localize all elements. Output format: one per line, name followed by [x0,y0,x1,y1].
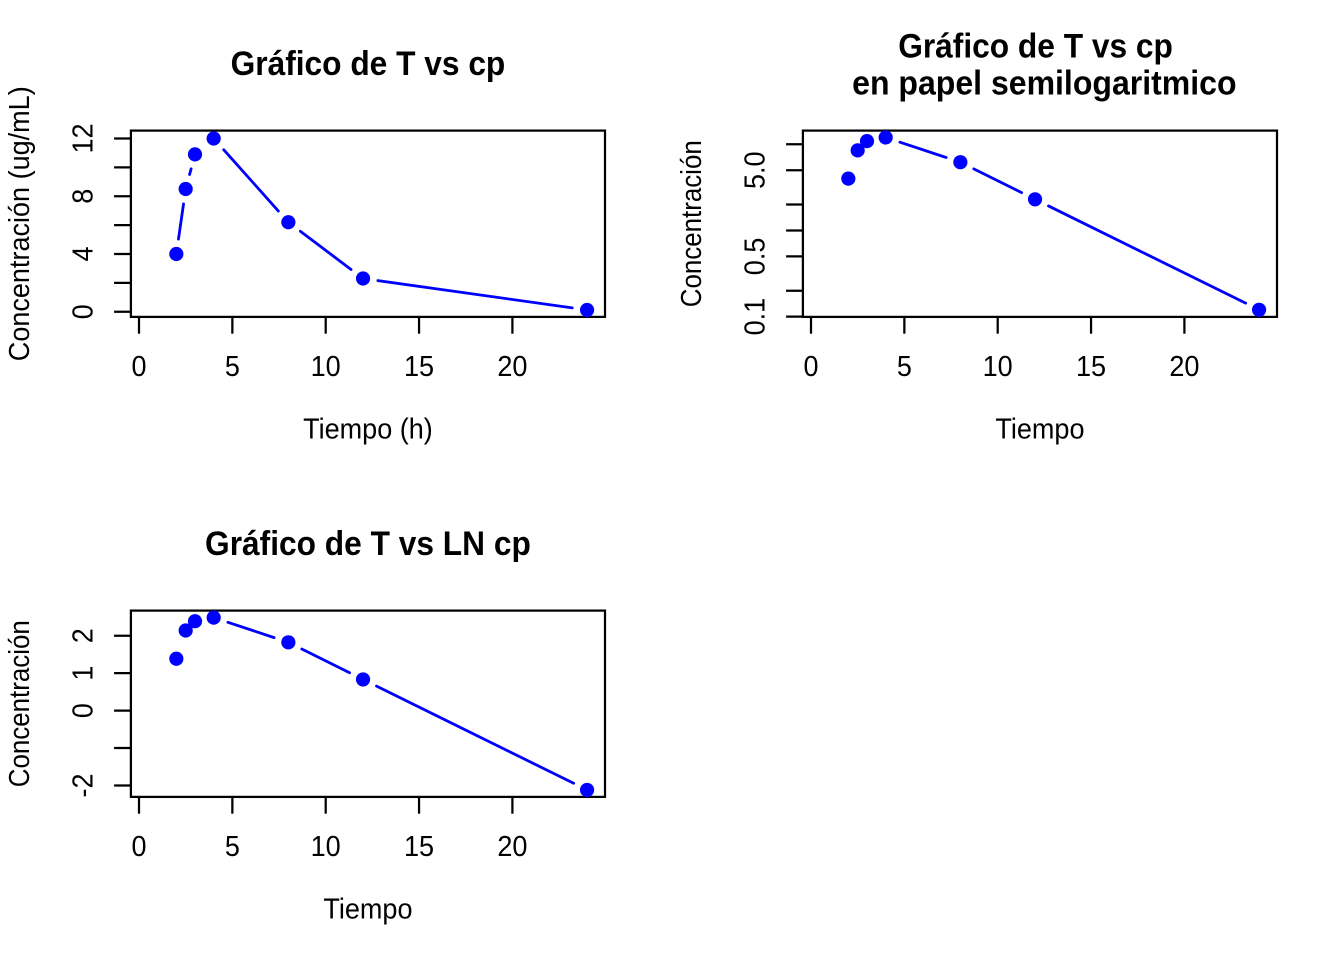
svg-text:5: 5 [225,831,240,863]
svg-text:Concentración (ug/mL): Concentración (ug/mL) [4,86,36,361]
svg-text:10: 10 [311,831,341,863]
svg-text:5: 5 [897,351,912,383]
svg-text:Tiempo: Tiempo [323,894,412,926]
svg-text:Gráfico de T vs cp: Gráfico de T vs cp [231,45,506,83]
svg-text:0: 0 [804,351,819,383]
svg-text:15: 15 [404,831,434,863]
svg-text:0: 0 [67,703,99,718]
svg-text:0.1: 0.1 [739,298,771,336]
svg-text:20: 20 [497,351,527,383]
svg-text:20: 20 [1169,351,1199,383]
svg-text:8: 8 [67,189,99,204]
svg-text:1: 1 [67,666,99,681]
svg-text:15: 15 [404,351,434,383]
svg-text:Concentración: Concentración [4,620,36,787]
svg-text:2: 2 [67,628,99,643]
svg-text:Gráfico de T vs LN cp: Gráfico de T vs LN cp [205,525,531,563]
svg-text:en papel semilogaritmico: en papel semilogaritmico [852,65,1236,103]
svg-text:0: 0 [67,304,99,319]
svg-text:15: 15 [1076,351,1106,383]
svg-text:0: 0 [132,831,147,863]
svg-text:Gráfico de T vs cp: Gráfico de T vs cp [898,27,1173,65]
svg-text:10: 10 [311,351,341,383]
svg-text:0.5: 0.5 [739,238,771,276]
svg-text:5: 5 [225,351,240,383]
svg-text:Concentración: Concentración [676,140,708,307]
svg-text:0: 0 [132,351,147,383]
svg-text:Tiempo (h): Tiempo (h) [303,414,433,446]
svg-text:4: 4 [67,246,99,261]
svg-text:Tiempo: Tiempo [995,414,1084,446]
svg-text:20: 20 [497,831,527,863]
svg-text:-2: -2 [67,773,99,797]
svg-text:10: 10 [983,351,1013,383]
svg-text:5.0: 5.0 [739,151,771,189]
svg-text:12: 12 [67,123,99,153]
